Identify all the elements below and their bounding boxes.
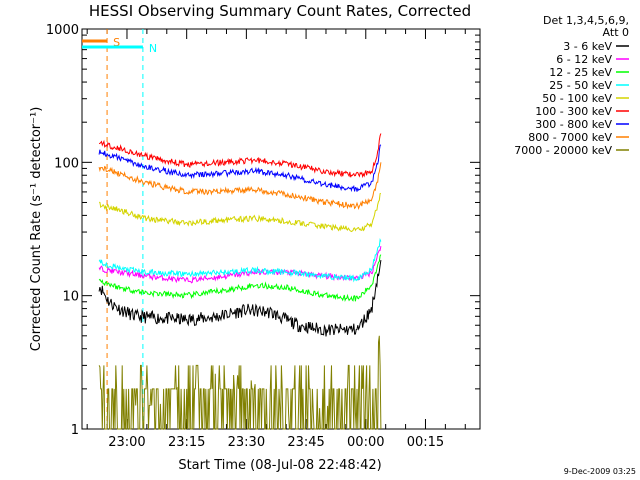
- annotation-label: S: [113, 36, 120, 49]
- annotation-label: N: [149, 42, 157, 55]
- legend-label: 50 - 100 keV: [542, 92, 612, 105]
- x-tick-label: 23:30: [228, 435, 265, 450]
- x-tick-label: 23:45: [287, 435, 324, 450]
- timestamp: 9-Dec-2009 03:25: [564, 467, 636, 476]
- x-tick-label: 23:00: [108, 435, 145, 450]
- y-tick-label: 1: [71, 423, 79, 438]
- series-group: [98, 133, 382, 430]
- y-tick-label: 10: [62, 290, 79, 305]
- legend-label: 12 - 25 keV: [549, 66, 612, 79]
- legend-title: Det 1,3,4,5,6,9,: [543, 14, 629, 27]
- legend-label: 100 - 300 keV: [535, 105, 612, 118]
- series-line: [98, 254, 382, 303]
- legend-label: 800 - 7000 keV: [528, 131, 612, 144]
- series-line: [98, 162, 382, 211]
- x-axis: 23:00 23:15 23:30 23:45 00:00 00:15: [86, 29, 466, 450]
- legend-label: 300 - 800 keV: [535, 118, 612, 131]
- legend-label: 6 - 12 keV: [556, 53, 612, 66]
- x-axis-label: Start Time (08-Jul-08 22:48:42): [178, 458, 381, 473]
- chart-title: HESSI Observing Summary Count Rates, Cor…: [89, 2, 471, 20]
- legend-label: 25 - 50 keV: [549, 79, 612, 92]
- y-axis: 1 10 100 1000: [46, 23, 480, 438]
- legend-label: 7000 - 20000 keV: [514, 144, 612, 157]
- y-axis-label: Corrected Count Rate (s⁻¹ detector⁻¹): [29, 107, 44, 352]
- legend-title: Att 0: [603, 26, 629, 39]
- y-tick-label: 100: [54, 156, 79, 171]
- series-line: [98, 260, 382, 337]
- series-line: [98, 335, 382, 430]
- x-tick-label: 23:15: [168, 435, 205, 450]
- x-tick-label: 00:15: [407, 435, 444, 450]
- x-tick-label: 00:00: [347, 435, 384, 450]
- series-line: [99, 192, 382, 233]
- legend-label: 3 - 6 keV: [563, 40, 612, 53]
- series-line: [98, 144, 382, 193]
- series-line: [98, 238, 382, 283]
- plot-area: 1 10 100 1000 23:00 23:15 23:30 23:45 00:00 00:1…: [46, 23, 481, 450]
- y-tick-label: 1000: [46, 23, 79, 38]
- series-line: [98, 133, 382, 179]
